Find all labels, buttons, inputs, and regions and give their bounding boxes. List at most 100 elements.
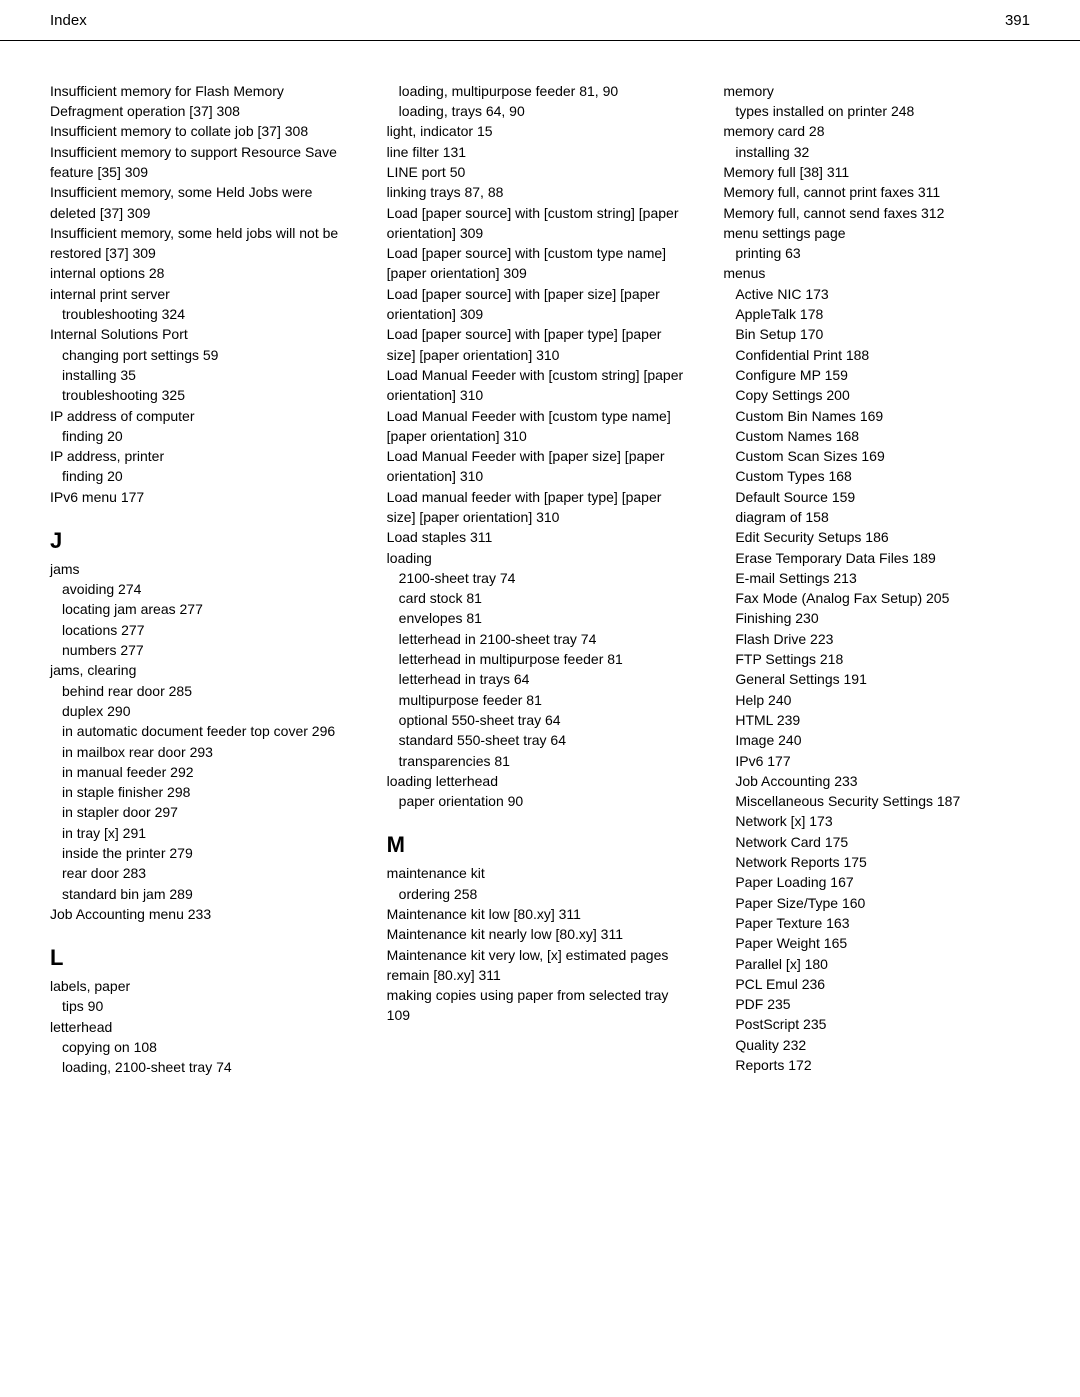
- index-entry: labels, paper: [50, 976, 357, 996]
- index-entry: in stapler door 297: [50, 802, 357, 822]
- index-entry: IPv6 menu 177: [50, 487, 357, 507]
- index-entry: PCL Emul 236: [723, 974, 1030, 994]
- index-entry: paper orientation 90: [387, 791, 694, 811]
- index-entry: Paper Loading 167: [723, 872, 1030, 892]
- index-entry: IP address of computer: [50, 406, 357, 426]
- index-entry: card stock 81: [387, 588, 694, 608]
- index-entry: tips 90: [50, 996, 357, 1016]
- index-letter-heading: M: [387, 829, 694, 861]
- index-entry: Parallel [x] 180: [723, 954, 1030, 974]
- index-entry: Network Card 175: [723, 832, 1030, 852]
- index-entry: Custom Names 168: [723, 426, 1030, 446]
- index-entry: Memory full, cannot send faxes 312: [723, 203, 1030, 223]
- index-entry: Load [paper source] with [custom string]…: [387, 203, 694, 244]
- index-entry: Maintenance kit nearly low [80.xy] 311: [387, 924, 694, 944]
- index-entry: Internal Solutions Port: [50, 324, 357, 344]
- index-entry: Insufficient memory to support Resource …: [50, 142, 357, 183]
- index-entry: Custom Scan Sizes 169: [723, 446, 1030, 466]
- index-entry: Edit Security Setups 186: [723, 527, 1030, 547]
- index-entry: installing 32: [723, 142, 1030, 162]
- index-entry: Configure MP 159: [723, 365, 1030, 385]
- index-entry: diagram of 158: [723, 507, 1030, 527]
- header-left: Index: [50, 10, 87, 32]
- index-entry: Insufficient memory to collate job [37] …: [50, 121, 357, 141]
- index-entry: Load [paper source] with [custom type na…: [387, 243, 694, 284]
- index-entry: Load [paper source] with [paper size] [p…: [387, 284, 694, 325]
- index-entry: transparencies 81: [387, 751, 694, 771]
- index-entry: Load Manual Feeder with [custom string] …: [387, 365, 694, 406]
- index-entry: finding 20: [50, 466, 357, 486]
- index-entry: behind rear door 285: [50, 681, 357, 701]
- index-entry: letterhead: [50, 1017, 357, 1037]
- index-entry: in staple finisher 298: [50, 782, 357, 802]
- index-letter-heading: L: [50, 942, 357, 974]
- index-entry: PDF 235: [723, 994, 1030, 1014]
- index-entry: Default Source 159: [723, 487, 1030, 507]
- index-columns: Insufficient memory for Flash Memory Def…: [0, 81, 1080, 1078]
- index-entry: rear door 283: [50, 863, 357, 883]
- index-entry: E‑mail Settings 213: [723, 568, 1030, 588]
- index-entry: FTP Settings 218: [723, 649, 1030, 669]
- index-entry: troubleshooting 325: [50, 385, 357, 405]
- index-entry: Custom Types 168: [723, 466, 1030, 486]
- index-entry: Paper Weight 165: [723, 933, 1030, 953]
- index-entry: maintenance kit: [387, 863, 694, 883]
- index-entry: Job Accounting menu 233: [50, 904, 357, 924]
- index-entry: Paper Size/Type 160: [723, 893, 1030, 913]
- index-entry: Maintenance kit very low, [x] estimated …: [387, 945, 694, 986]
- index-entry: Miscellaneous Security Settings 187: [723, 791, 1030, 811]
- index-entry: Reports 172: [723, 1055, 1030, 1075]
- index-entry: Active NIC 173: [723, 284, 1030, 304]
- index-entry: AppleTalk 178: [723, 304, 1030, 324]
- index-entry: Load manual feeder with [paper type] [pa…: [387, 487, 694, 528]
- index-entry: types installed on printer 248: [723, 101, 1030, 121]
- index-entry: ordering 258: [387, 884, 694, 904]
- index-entry: linking trays 87, 88: [387, 182, 694, 202]
- index-entry: Erase Temporary Data Files 189: [723, 548, 1030, 568]
- index-entry: Load [paper source] with [paper type] [p…: [387, 324, 694, 365]
- index-entry: locating jam areas 277: [50, 599, 357, 619]
- index-entry: in manual feeder 292: [50, 762, 357, 782]
- index-entry: finding 20: [50, 426, 357, 446]
- index-entry: letterhead in trays 64: [387, 669, 694, 689]
- index-entry: Network [x] 173: [723, 811, 1030, 831]
- index-entry: Finishing 230: [723, 608, 1030, 628]
- index-entry: copying on 108: [50, 1037, 357, 1057]
- index-entry: duplex 290: [50, 701, 357, 721]
- index-entry: Bin Setup 170: [723, 324, 1030, 344]
- index-entry: memory: [723, 81, 1030, 101]
- index-entry: avoiding 274: [50, 579, 357, 599]
- index-entry: menu settings page: [723, 223, 1030, 243]
- index-entry: memory card 28: [723, 121, 1030, 141]
- index-entry: Quality 232: [723, 1035, 1030, 1055]
- index-entry: light, indicator 15: [387, 121, 694, 141]
- index-entry: loading, trays 64, 90: [387, 101, 694, 121]
- index-entry: printing 63: [723, 243, 1030, 263]
- index-entry: jams, clearing: [50, 660, 357, 680]
- index-entry: loading letterhead: [387, 771, 694, 791]
- index-entry: jams: [50, 559, 357, 579]
- index-entry: internal options 28: [50, 263, 357, 283]
- index-entry: line filter 131: [387, 142, 694, 162]
- index-entry: Flash Drive 223: [723, 629, 1030, 649]
- index-entry: Memory full [38] 311: [723, 162, 1030, 182]
- index-entry: loading, multipurpose feeder 81, 90: [387, 81, 694, 101]
- index-entry: Insufficient memory for Flash Memory Def…: [50, 81, 357, 122]
- index-entry: optional 550‑sheet tray 64: [387, 710, 694, 730]
- index-entry: Maintenance kit low [80.xy] 311: [387, 904, 694, 924]
- index-letter-heading: J: [50, 525, 357, 557]
- page-header: Index 391: [0, 0, 1080, 41]
- index-entry: Load staples 311: [387, 527, 694, 547]
- index-entry: Job Accounting 233: [723, 771, 1030, 791]
- header-page-number: 391: [1005, 10, 1030, 32]
- index-entry: PostScript 235: [723, 1014, 1030, 1034]
- index-entry: inside the printer 279: [50, 843, 357, 863]
- index-entry: making copies using paper from selected …: [387, 985, 694, 1026]
- index-entry: multipurpose feeder 81: [387, 690, 694, 710]
- index-entry: letterhead in 2100‑sheet tray 74: [387, 629, 694, 649]
- index-entry: General Settings 191: [723, 669, 1030, 689]
- index-entry: in automatic document feeder top cover 2…: [50, 721, 357, 741]
- index-entry: IP address, printer: [50, 446, 357, 466]
- index-entry: Insufficient memory, some Held Jobs were…: [50, 182, 357, 223]
- index-entry: 2100‑sheet tray 74: [387, 568, 694, 588]
